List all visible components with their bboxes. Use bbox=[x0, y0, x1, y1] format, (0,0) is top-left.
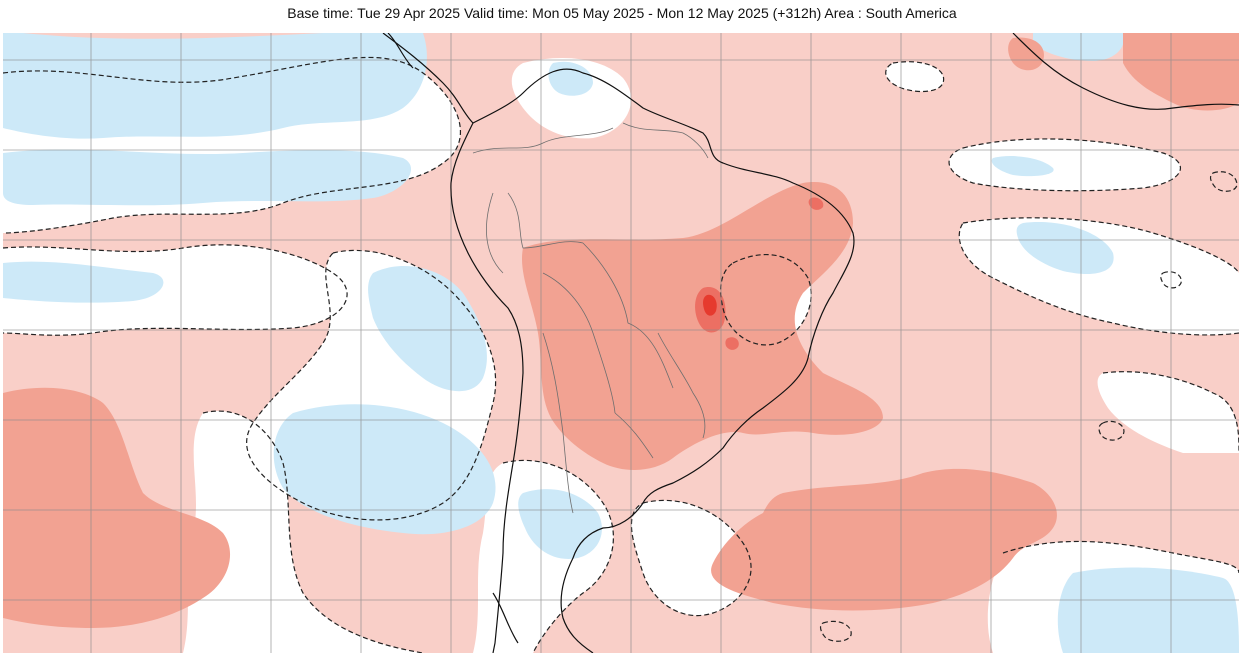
zero-contours bbox=[3, 56, 1239, 653]
map-canvas bbox=[3, 33, 1239, 653]
map-title: Base time: Tue 29 Apr 2025 Valid time: M… bbox=[287, 5, 957, 21]
anomaly-map[interactable] bbox=[3, 33, 1239, 653]
lat-lon-grid bbox=[3, 33, 1239, 653]
coastline bbox=[382, 33, 1239, 653]
positive-anomaly-medium-regions bbox=[3, 33, 1239, 628]
positive-anomaly-strong-regions bbox=[695, 197, 824, 350]
negative-anomaly-regions bbox=[3, 33, 1239, 653]
country-borders bbox=[472, 122, 709, 514]
